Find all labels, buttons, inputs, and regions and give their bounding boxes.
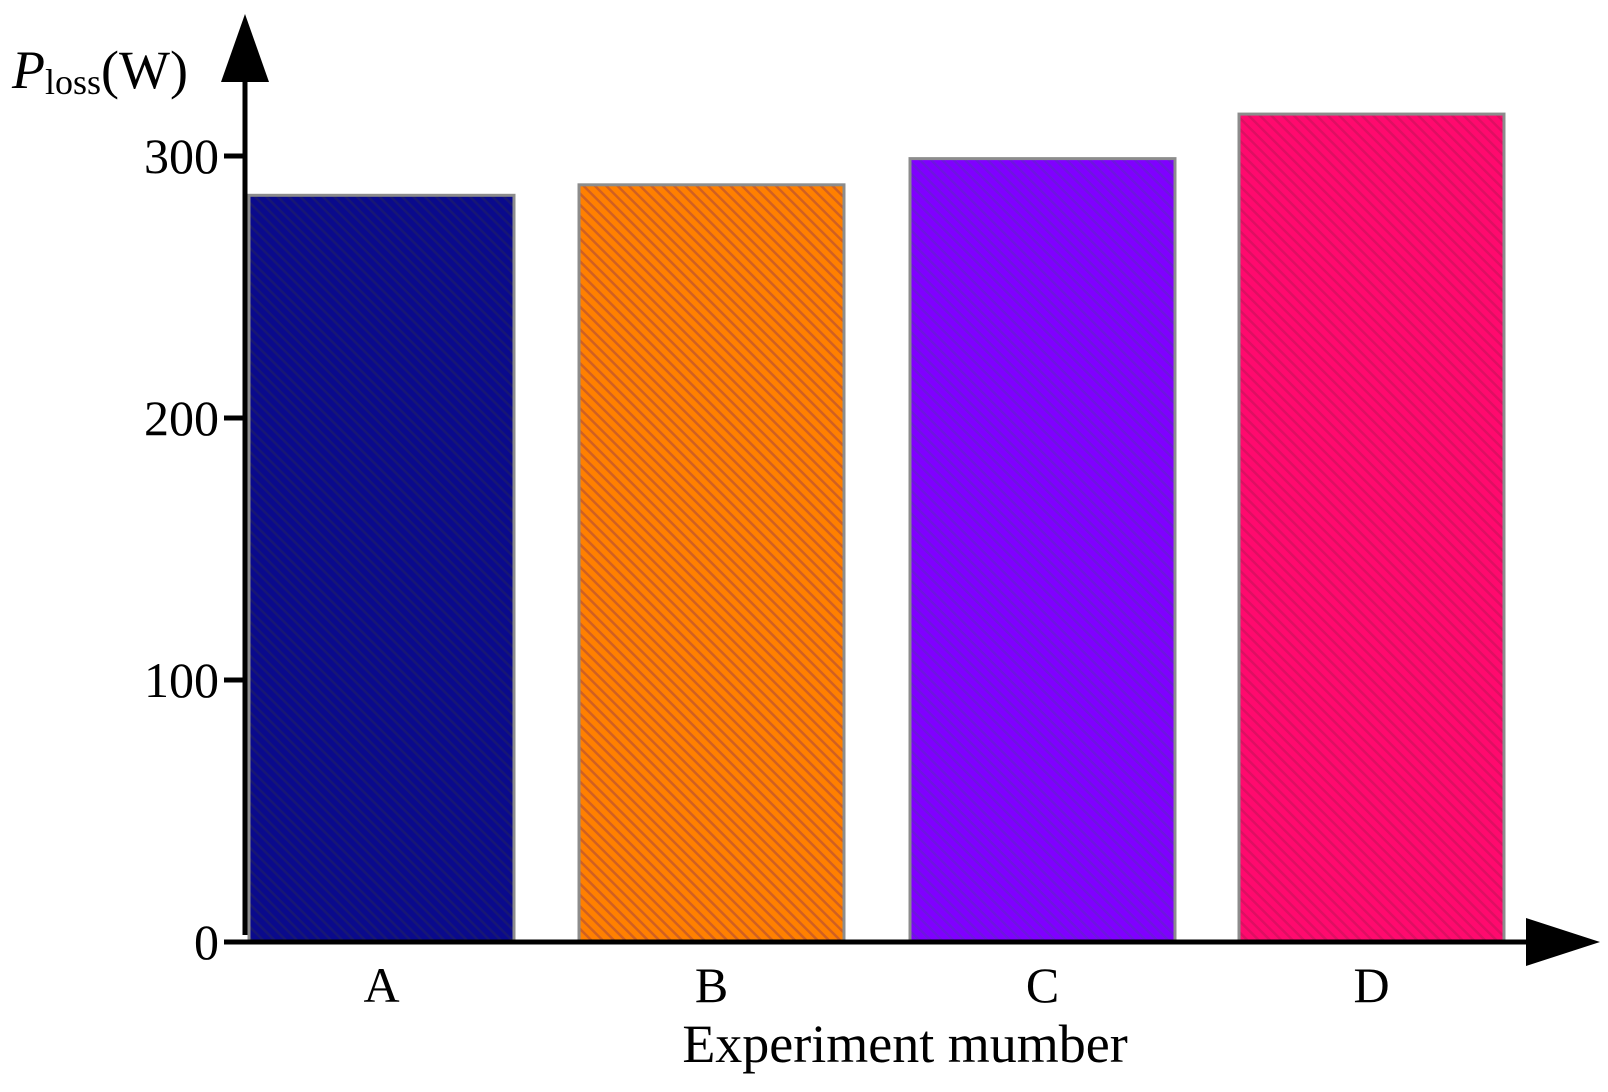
x-axis-arrow	[1526, 918, 1600, 966]
y-axis-arrow	[221, 14, 269, 82]
x-tick-label: C	[1026, 957, 1059, 1013]
y-axis-subscript: loss	[45, 62, 101, 102]
y-tick-label: 200	[144, 390, 219, 446]
y-axis-symbol: P	[11, 40, 45, 100]
y-tick-label: 100	[144, 652, 219, 708]
x-tick-label: B	[695, 957, 728, 1013]
bar-d	[1237, 112, 1506, 944]
x-tick-label: A	[363, 957, 399, 1013]
y-tick-label: 0	[194, 914, 219, 970]
y-tick-label: 300	[144, 128, 219, 184]
bar-c	[908, 157, 1177, 944]
bar-b	[577, 183, 846, 944]
x-tick-label: D	[1353, 957, 1389, 1013]
y-ticks: 0 100 200 300	[144, 128, 247, 970]
y-axis-unit: (W)	[101, 40, 188, 100]
bar-a	[247, 193, 516, 944]
x-axis-title: Experiment mumber	[682, 1014, 1127, 1074]
y-axis-title: Ploss(W)	[11, 40, 188, 102]
x-tick-labels: A B C D	[363, 957, 1389, 1013]
bars-layer	[247, 112, 1506, 944]
